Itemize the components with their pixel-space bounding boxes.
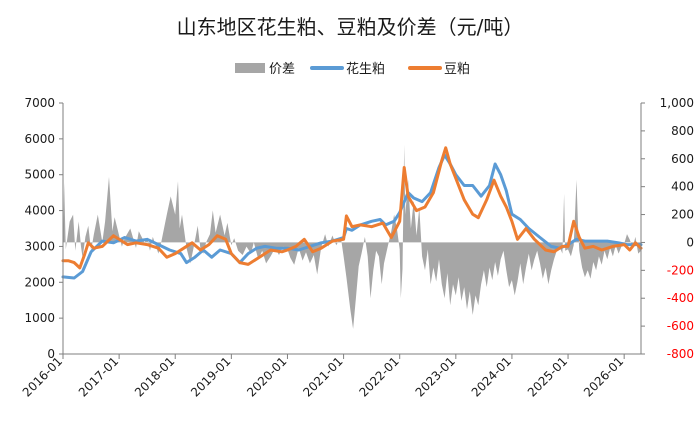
right-tick-label: 800 [671,124,694,138]
x-tick-label: 2018-01 [132,354,177,399]
series-lines [61,146,643,280]
x-tick-label: 2020-01 [244,354,289,399]
x-tick-label: 2026-01 [581,354,626,399]
series-花生粕-line [61,153,643,280]
right-tick-label: 200 [671,208,694,222]
series-豆粕-line [61,146,643,270]
left-tick-label: 1000 [24,311,55,325]
x-tick-label: 2016-01 [20,354,65,399]
x-tick-label: 2017-01 [76,354,121,399]
legend: 价差 花生粕 豆粕 [235,61,470,77]
left-tick-label: 5000 [24,168,55,182]
left-tick-label: 0 [47,347,55,361]
x-tick-label: 2021-01 [300,354,345,399]
x-tick-label: 2024-01 [469,354,514,399]
series-价差-area [63,144,641,329]
right-tick-label: -800 [667,347,694,361]
right-tick-label: -400 [667,291,694,305]
left-tick-label: 6000 [24,132,55,146]
right-tick-label: 600 [671,152,694,166]
chart-title: 山东地区花生粕、豆粕及价差（元/吨） [177,15,524,39]
right-tick-label: -600 [667,319,694,333]
legend-label-价差: 价差 [269,62,295,77]
right-tick-label: 1,000 [660,96,694,110]
x-tick-label: 2023-01 [413,354,458,399]
legend-label-豆粕: 豆粕 [444,62,470,77]
left-tick-label: 2000 [24,275,55,289]
left-tick-label: 3000 [24,239,55,253]
series-area-价差 [63,144,641,329]
x-tick-label: 2025-01 [525,354,570,399]
left-tick-label: 4000 [24,204,55,218]
right-tick-label: -200 [667,263,694,277]
right-tick-label: 400 [671,180,694,194]
x-tick-label: 2019-01 [188,354,233,399]
legend-swatch-价差 [235,63,265,73]
x-tick-label: 2022-01 [356,354,401,399]
right-tick-label: 0 [686,235,694,249]
legend-label-花生粕: 花生粕 [346,61,385,77]
left-tick-label: 7000 [24,96,55,110]
